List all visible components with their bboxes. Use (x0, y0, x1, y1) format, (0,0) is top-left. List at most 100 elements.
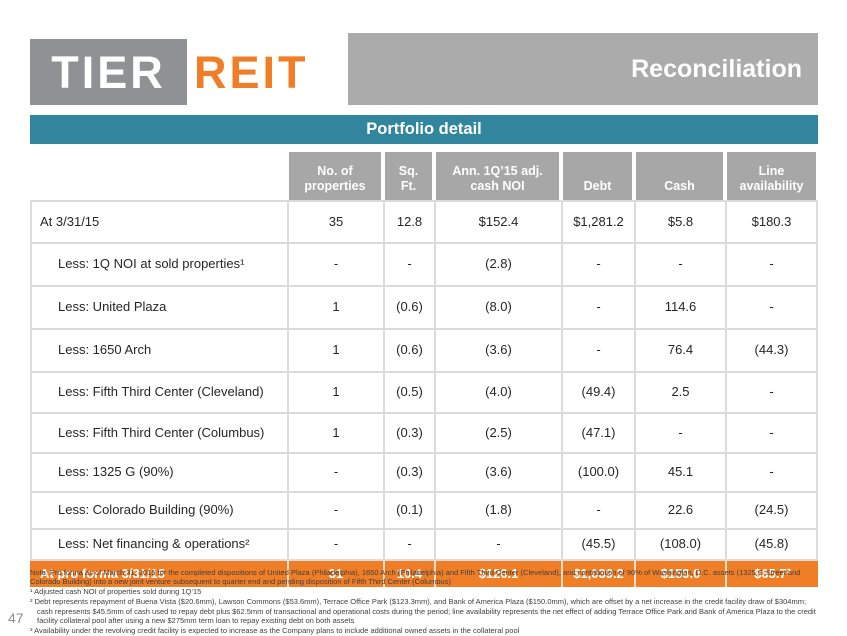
cell: (4.0) (434, 373, 561, 412)
table-row: Less: United Plaza 1 (0.6) (8.0) -114.6- (30, 287, 818, 330)
cell: - (561, 330, 634, 371)
cell: (0.5) (383, 373, 434, 412)
cell: 45.1 (634, 454, 725, 491)
tierreit-logo: TIER REIT (30, 39, 309, 105)
header-cell: Sq. Ft. (385, 152, 432, 200)
row-label: Less: Fifth Third Center (Columbus) (30, 414, 287, 452)
cell: (45.5) (561, 530, 634, 559)
table-row: Less: Fifth Third Center (Cleveland) 1 (0.… (30, 373, 818, 414)
total-cell: $65.7³ (725, 561, 818, 587)
header-cell-empty (30, 152, 287, 200)
section-title: Portfolio detail (366, 120, 482, 138)
cell: (1.8) (434, 493, 561, 528)
cell: (3.6) (434, 330, 561, 371)
cell: - (725, 414, 818, 452)
cell: 114.6 (634, 287, 725, 328)
table-row: Less: Net financing & operations² - - - (45.… (30, 530, 818, 561)
cell: (0.6) (383, 287, 434, 328)
table-row: Less: Colorado Building (90%) - (0.1) (1.8)… (30, 493, 818, 530)
logo-tier-box: TIER (30, 39, 187, 105)
slide-title-bar: Reconciliation (348, 33, 818, 105)
table-row: At 3/31/15 35 12.8 $152.4 $1,281.2 $5.8 $180.3 (30, 202, 818, 244)
footnotes: Note: Pro forma as of March 31, 2015 for… (30, 568, 822, 636)
total-cell: $126.1 (434, 561, 561, 587)
section-title-bar: Portfolio detail (30, 115, 818, 144)
table-body: At 3/31/15 35 12.8 $152.4 $1,281.2 $5.8 $180.3… (30, 200, 818, 561)
cell: (2.8) (434, 244, 561, 285)
row-label: Less: Fifth Third Center (Cleveland) (30, 373, 287, 412)
footnote-item: ³ Availability under the revolving credi… (30, 625, 520, 635)
table-row: Less: 1325 G (90%) - (0.3) (3.6) (100.0) 45.1… (30, 454, 818, 493)
table-total-row: At pro forma 3/31/15 31 10.4 $126.1 $1,039.2… (30, 561, 818, 587)
cell: 76.4 (634, 330, 725, 371)
row-label: Less: Colorado Building (90%) (30, 493, 287, 528)
footnote-item: ² Debt represents repayment of Buena Vis… (30, 597, 816, 625)
row-label: Less: Net financing & operations² (30, 530, 287, 559)
footnote-note: Note: Pro forma as of March 31, 2015 for… (30, 568, 801, 587)
cell: 35 (287, 202, 383, 242)
cell: - (287, 244, 383, 285)
cell: - (287, 493, 383, 528)
cell: (45.8) (725, 530, 818, 559)
cell: (3.6) (434, 454, 561, 491)
cell: (0.1) (383, 493, 434, 528)
cell: (47.1) (561, 414, 634, 452)
total-row-label: At pro forma 3/31/15 (40, 565, 165, 581)
total-cell: 31 (287, 561, 383, 587)
cell: 1 (287, 287, 383, 328)
cell: - (383, 530, 434, 559)
cell: - (725, 454, 818, 491)
cell: - (634, 244, 725, 285)
cell: - (561, 493, 634, 528)
cell: - (634, 414, 725, 452)
table-row: Less: 1650 Arch 1 (0.6) (3.6) -76.4 (44.3) (30, 330, 818, 373)
row-label: Less: 1650 Arch (30, 330, 287, 371)
cell: - (561, 244, 634, 285)
page-number: 47 (8, 610, 24, 626)
total-cell: $159.0 (634, 561, 725, 587)
cell: 2.5 (634, 373, 725, 412)
cell: (44.3) (725, 330, 818, 371)
cell: - (383, 244, 434, 285)
cell: (108.0) (634, 530, 725, 559)
cell: (0.3) (383, 454, 434, 491)
header-cell: Line availability (727, 152, 816, 200)
row-label: Less: 1Q NOI at sold properties¹ (30, 244, 287, 285)
cell: - (287, 530, 383, 559)
cell: 22.6 (634, 493, 725, 528)
row-label: Less: 1325 G (90%) (30, 454, 287, 491)
cell: 1 (287, 414, 383, 452)
cell: (0.6) (383, 330, 434, 371)
header-cell: No. of properties (289, 152, 381, 200)
table-header-row: No. of properties Sq. Ft. Ann. 1Q’15 adj. … (30, 152, 818, 200)
header-cell: Debt (563, 152, 632, 200)
table-row: Less: Fifth Third Center (Columbus) 1 (0.3… (30, 414, 818, 454)
logo-reit-text: REIT (194, 46, 309, 98)
logo-tier-text: TIER (51, 46, 166, 98)
cell: - (561, 287, 634, 328)
row-label: At 3/31/15 (30, 202, 287, 242)
total-cell: $1,039.2 (561, 561, 634, 587)
cell: 1 (287, 373, 383, 412)
cell: - (287, 454, 383, 491)
cell: (8.0) (434, 287, 561, 328)
cell: 12.8 (383, 202, 434, 242)
cell: (0.3) (383, 414, 434, 452)
cell: 1 (287, 330, 383, 371)
cell: - (434, 530, 561, 559)
cell: (49.4) (561, 373, 634, 412)
cell: $1,281.2 (561, 202, 634, 242)
slide-title: Reconciliation (631, 54, 802, 83)
footnote-item: ¹ Adjusted cash NOI of properties sold d… (30, 587, 202, 597)
cell: $152.4 (434, 202, 561, 242)
cell: - (725, 287, 818, 328)
header-cell: Ann. 1Q’15 adj. cash NOI (436, 152, 559, 200)
cell: $5.8 (634, 202, 725, 242)
cell: (2.5) (434, 414, 561, 452)
cell: $180.3 (725, 202, 818, 242)
portfolio-table: No. of properties Sq. Ft. Ann. 1Q’15 adj. … (30, 152, 818, 587)
cell: (24.5) (725, 493, 818, 528)
row-label: Less: United Plaza (30, 287, 287, 328)
cell: - (725, 373, 818, 412)
total-cell: 10.4 (383, 561, 434, 587)
